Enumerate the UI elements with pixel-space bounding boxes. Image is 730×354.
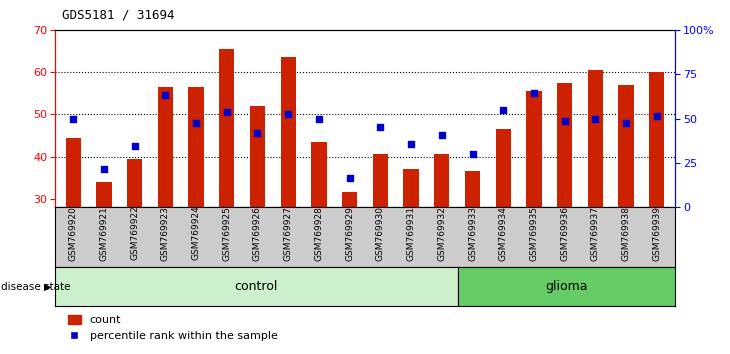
Bar: [127, 159, 142, 207]
Bar: [280, 57, 296, 207]
Bar: [66, 138, 81, 207]
Point: [283, 112, 294, 117]
Point: [344, 175, 356, 181]
Bar: [526, 91, 542, 207]
Point: [590, 116, 602, 121]
Bar: [434, 154, 450, 207]
Bar: [250, 106, 265, 207]
Bar: [404, 169, 419, 207]
Point: [528, 91, 539, 96]
Point: [405, 141, 417, 147]
Bar: [158, 87, 173, 207]
Point: [374, 124, 386, 130]
Point: [620, 120, 632, 126]
Text: ▶: ▶: [44, 282, 51, 292]
Point: [651, 114, 663, 119]
Point: [466, 152, 478, 157]
Point: [559, 118, 571, 124]
Bar: [496, 129, 511, 207]
Point: [313, 116, 325, 121]
Text: GDS5181 / 31694: GDS5181 / 31694: [62, 9, 174, 22]
Bar: [188, 87, 204, 207]
Bar: [311, 142, 326, 207]
Bar: [649, 72, 664, 207]
Point: [128, 143, 140, 149]
Text: control: control: [235, 280, 278, 293]
Bar: [588, 70, 603, 207]
Point: [221, 109, 233, 115]
Point: [252, 131, 264, 136]
Point: [98, 166, 110, 172]
Bar: [342, 192, 357, 207]
Point: [159, 93, 171, 98]
Bar: [96, 182, 112, 207]
Point: [497, 107, 509, 113]
Legend: count, percentile rank within the sample: count, percentile rank within the sample: [68, 315, 277, 341]
Bar: [557, 83, 572, 207]
Bar: [219, 49, 234, 207]
Point: [67, 116, 79, 121]
Text: glioma: glioma: [545, 280, 588, 293]
Point: [436, 133, 447, 138]
Text: disease state: disease state: [1, 282, 70, 292]
Point: [191, 120, 202, 126]
Bar: [465, 171, 480, 207]
Bar: [618, 85, 634, 207]
Bar: [373, 154, 388, 207]
